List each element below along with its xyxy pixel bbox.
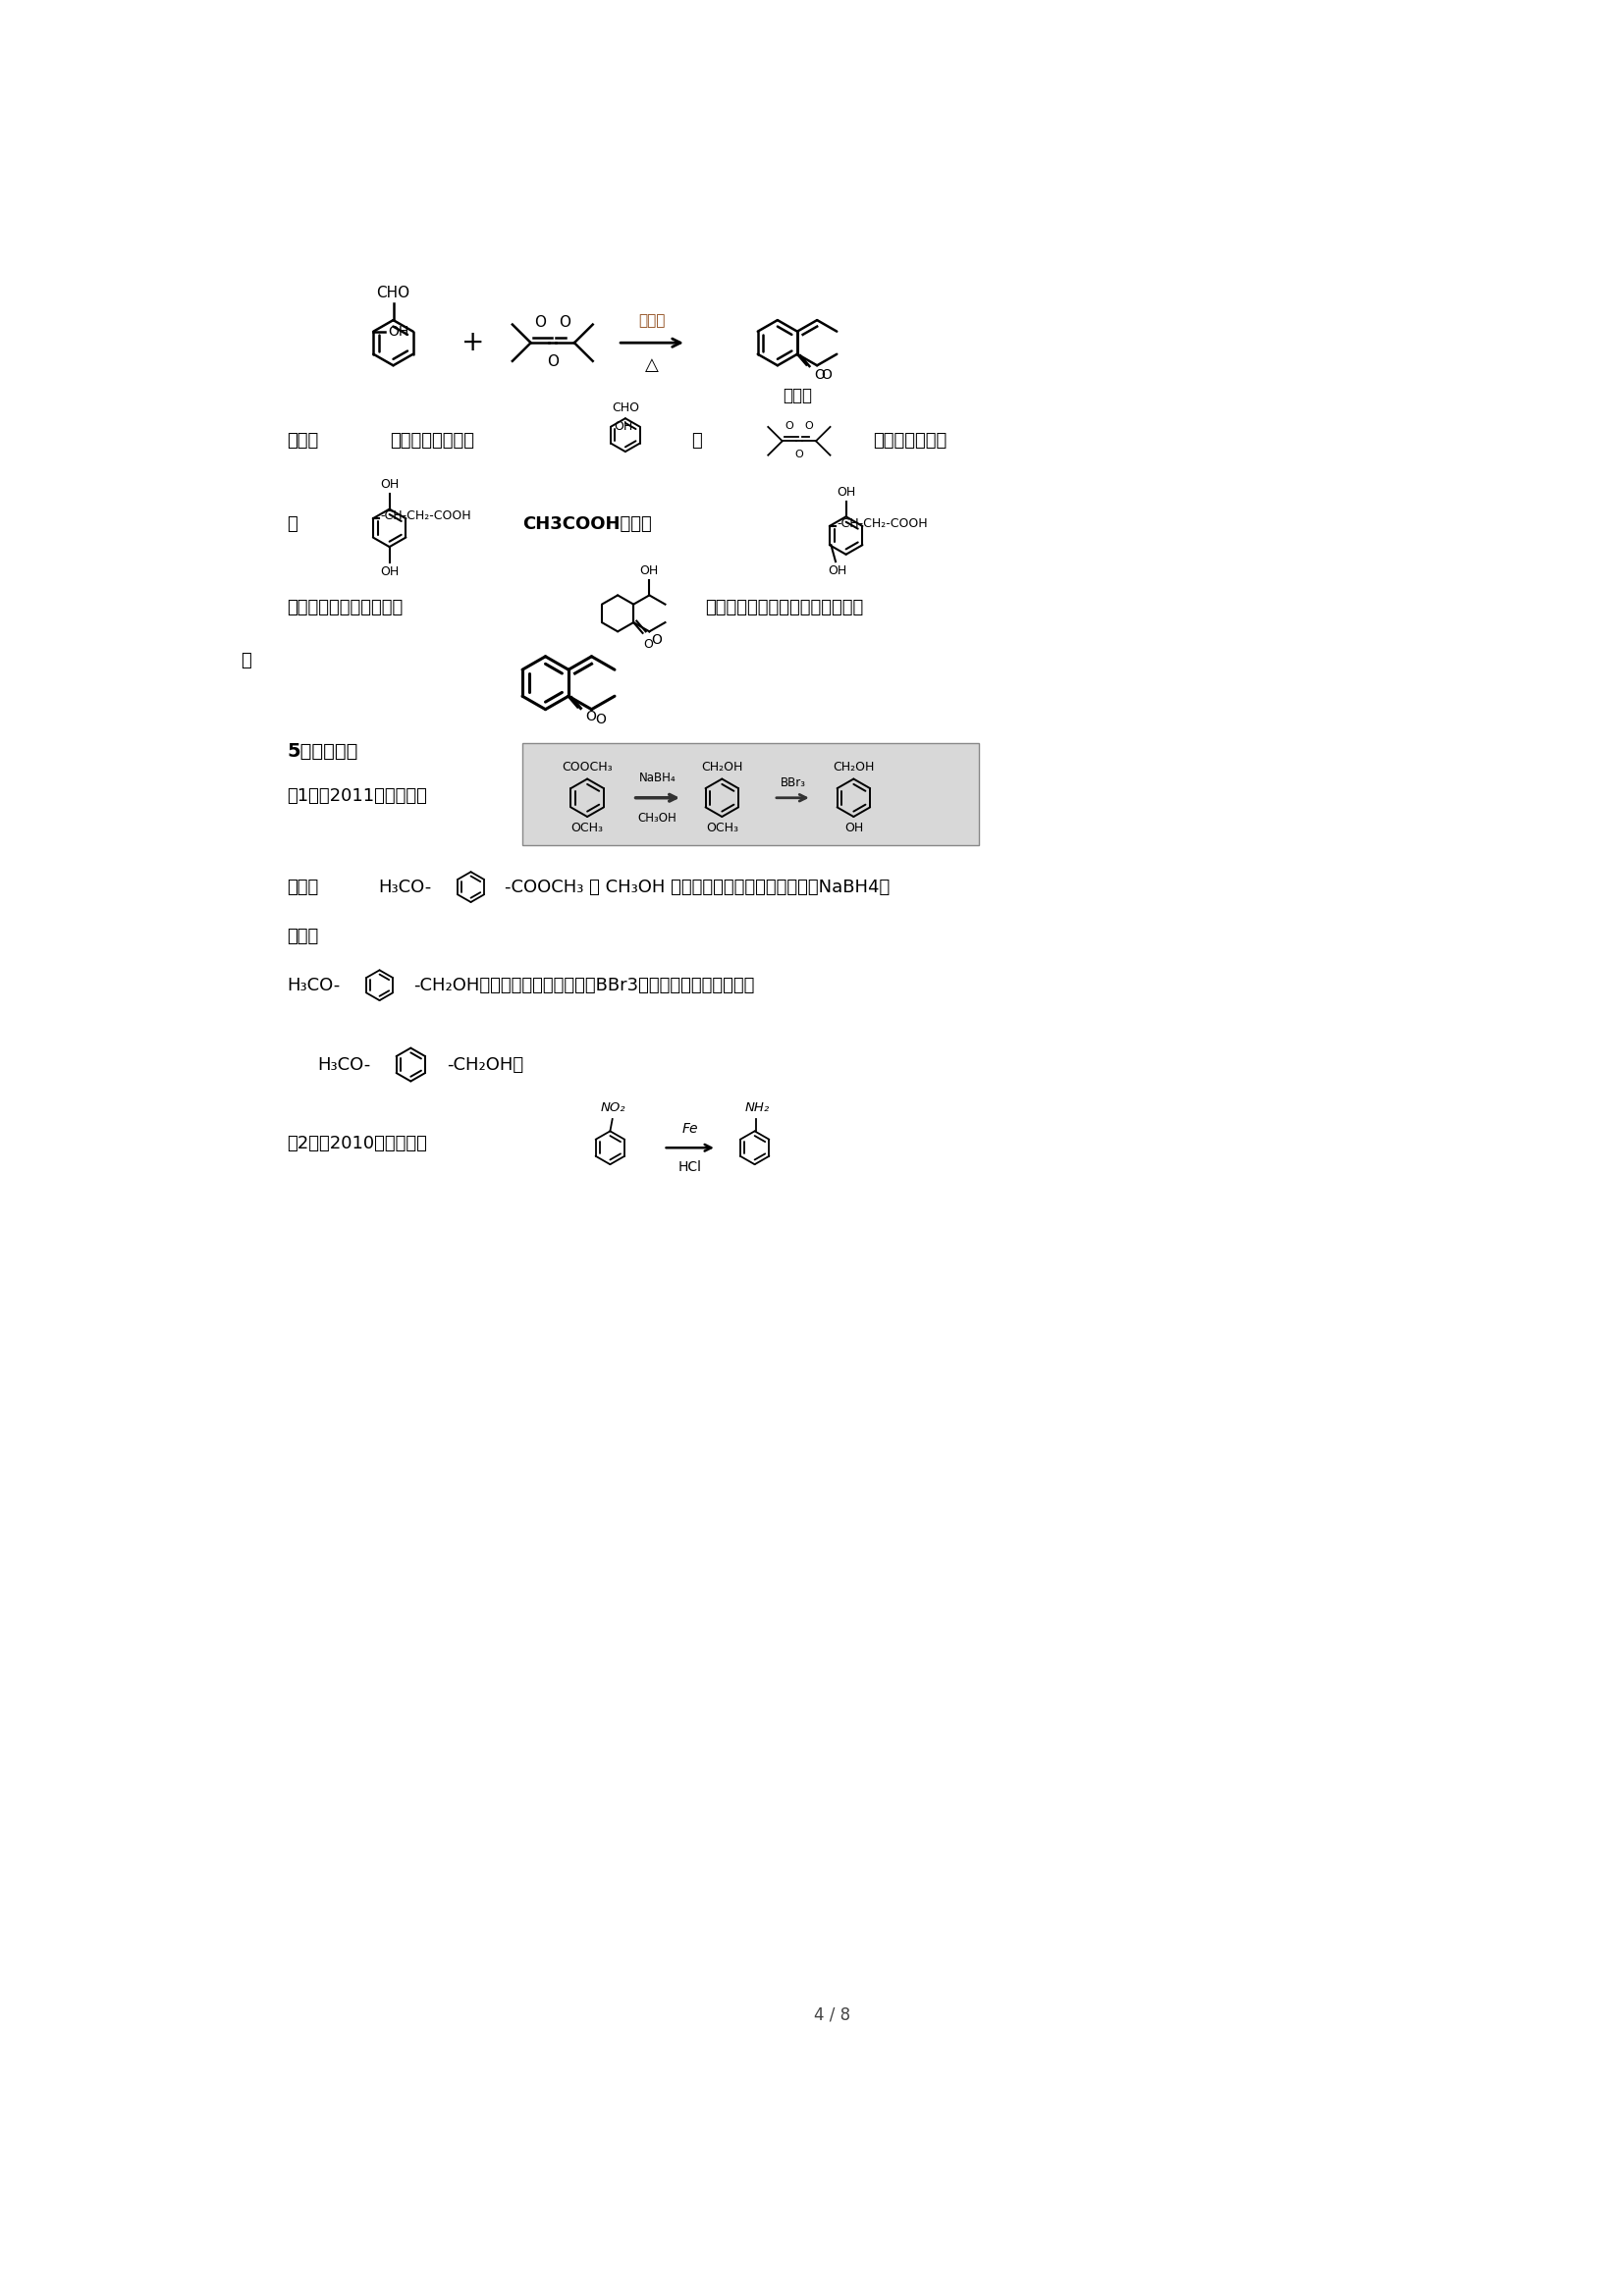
Text: OH: OH xyxy=(836,487,856,498)
Text: BBr₃: BBr₃ xyxy=(780,776,806,790)
Text: NH₂: NH₂ xyxy=(745,1102,770,1114)
Text: （2）（2010、山东卷）: （2）（2010、山东卷） xyxy=(287,1134,427,1153)
Text: 发生分子内酯化反应生成: 发生分子内酯化反应生成 xyxy=(287,599,403,615)
Text: O: O xyxy=(651,634,661,647)
Text: -CH₂OH，接着在去甲基化试剂（BBr3）的作用下发生反应得到: -CH₂OH，接着在去甲基化试剂（BBr3）的作用下发生反应得到 xyxy=(412,976,754,994)
Text: CH3COOH，然后: CH3COOH，然后 xyxy=(523,514,651,533)
Text: 4 / 8: 4 / 8 xyxy=(814,2007,851,2023)
Text: +: + xyxy=(461,328,484,356)
Text: H₃CO-: H₃CO- xyxy=(378,877,432,895)
Text: 分析：: 分析： xyxy=(287,877,318,895)
Text: 5、还原反应: 5、还原反应 xyxy=(287,742,357,760)
Text: -CH-CH₂-COOH: -CH-CH₂-COOH xyxy=(380,510,471,523)
Text: OH: OH xyxy=(614,420,633,434)
Text: NO₂: NO₂ xyxy=(601,1102,625,1114)
Text: O: O xyxy=(559,315,572,331)
Text: OH: OH xyxy=(380,478,400,491)
Text: O: O xyxy=(596,712,606,726)
Text: O: O xyxy=(547,354,559,370)
Text: -CH-CH₂-COOH: -CH-CH₂-COOH xyxy=(836,517,927,530)
Text: OH: OH xyxy=(388,324,409,338)
Text: （1）（2011、浙江卷）: （1）（2011、浙江卷） xyxy=(287,788,427,806)
Text: CH₃OH: CH₃OH xyxy=(638,810,677,824)
FancyBboxPatch shape xyxy=(523,744,979,845)
Text: H₃CO-: H₃CO- xyxy=(317,1056,370,1075)
Text: 在催化剂作用下，: 在催化剂作用下， xyxy=(390,432,474,450)
Text: -COOCH₃ 在 CH₃OH 作溶剂的条件下，被强还原剂（NaBH4）: -COOCH₃ 在 CH₃OH 作溶剂的条件下，被强还原剂（NaBH4） xyxy=(505,877,890,895)
Text: OCH₃: OCH₃ xyxy=(706,822,739,836)
Text: CHO: CHO xyxy=(377,285,409,301)
Text: CH₂OH: CH₂OH xyxy=(702,760,742,774)
Text: CHO: CHO xyxy=(612,402,640,413)
Text: 分析：: 分析： xyxy=(287,432,318,450)
Text: Fe: Fe xyxy=(682,1123,698,1137)
Text: OH: OH xyxy=(380,565,400,579)
Text: O: O xyxy=(585,709,596,723)
Text: HCl: HCl xyxy=(679,1159,702,1173)
Text: O: O xyxy=(794,450,804,459)
Text: -CH₂OH。: -CH₂OH。 xyxy=(447,1056,523,1075)
Text: △: △ xyxy=(645,356,659,374)
Text: OH: OH xyxy=(828,565,846,576)
Text: 还原成: 还原成 xyxy=(287,928,318,946)
Text: 与: 与 xyxy=(692,432,702,450)
Text: H₃CO-: H₃CO- xyxy=(287,976,339,994)
Text: NaBH₄: NaBH₄ xyxy=(638,771,676,785)
Text: O: O xyxy=(784,420,794,432)
Text: 素: 素 xyxy=(240,652,252,668)
Text: 香豆素: 香豆素 xyxy=(783,386,812,404)
Text: CH₂OH: CH₂OH xyxy=(833,760,874,774)
Text: COOCH₃: COOCH₃ xyxy=(562,760,612,774)
Text: O: O xyxy=(534,315,546,331)
Text: OH: OH xyxy=(640,565,659,576)
Text: 和: 和 xyxy=(287,514,297,533)
Text: 催化剂: 催化剂 xyxy=(638,312,666,328)
Text: 发生反应，生成: 发生反应，生成 xyxy=(872,432,947,450)
Text: OCH₃: OCH₃ xyxy=(572,822,604,836)
Text: ，然后发生消去反应即可得到香豆: ，然后发生消去反应即可得到香豆 xyxy=(705,599,864,615)
Text: O: O xyxy=(804,420,814,432)
Text: OH: OH xyxy=(844,822,862,836)
Text: O: O xyxy=(643,638,653,650)
Text: O: O xyxy=(814,367,825,381)
Text: O: O xyxy=(820,367,831,381)
